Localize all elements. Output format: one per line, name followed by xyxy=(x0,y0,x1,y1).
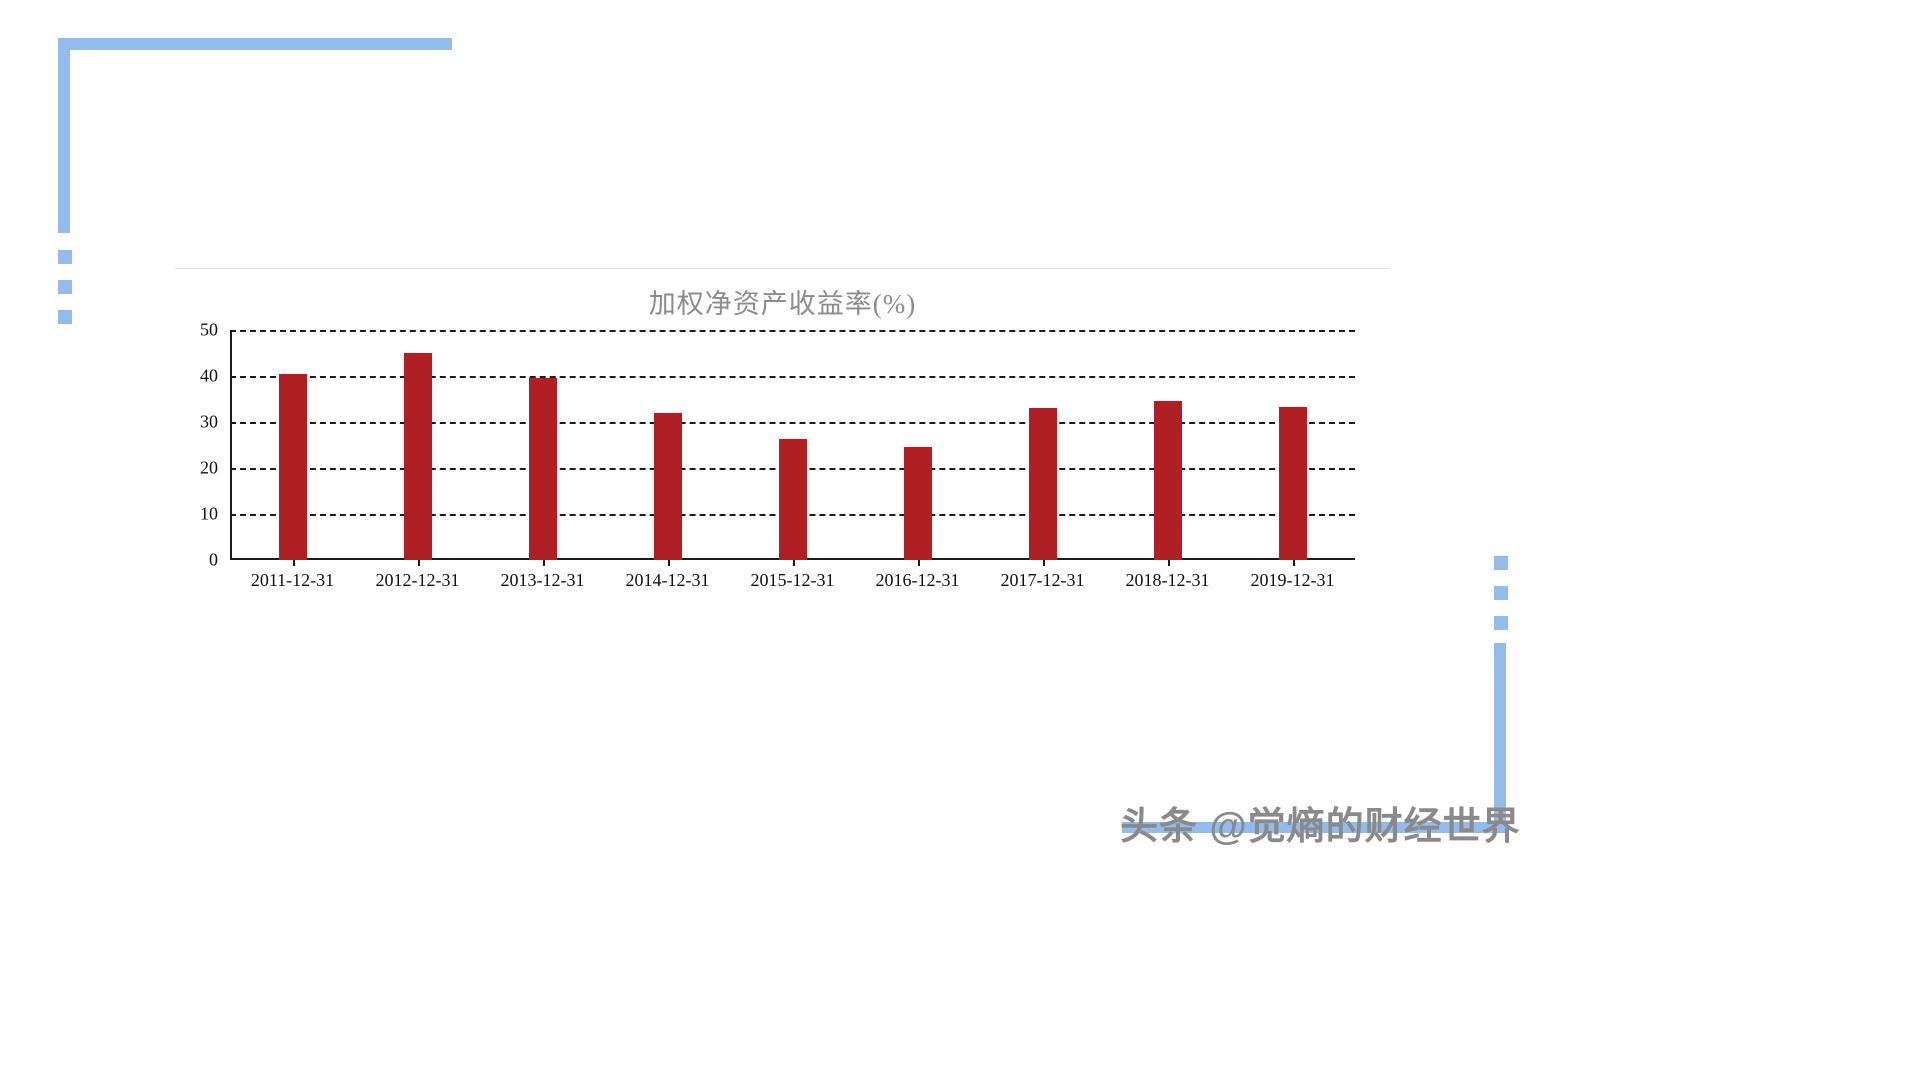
y-tick-label: 20 xyxy=(200,457,218,478)
decor-square xyxy=(1494,556,1508,570)
x-tick-mark xyxy=(917,560,920,566)
bar-2018-12-31 xyxy=(1153,401,1182,560)
y-tick-label: 10 xyxy=(200,503,218,524)
y-tick-label: 50 xyxy=(200,319,218,340)
y-tick-label: 0 xyxy=(209,549,218,570)
decor-top-left-horizontal-bar xyxy=(58,38,452,50)
x-tick-mark xyxy=(292,560,295,566)
x-tick-label: 2016-12-31 xyxy=(875,570,960,590)
y-axis-line xyxy=(230,330,232,560)
x-tick-label: 2011-12-31 xyxy=(250,570,335,590)
plot-area: 0 10 20 30 40 50 2011-12-31 2012-12-31 2013-12-3… xyxy=(200,320,1355,590)
gridline-y40 xyxy=(230,376,1355,378)
x-tick-label: 2015-12-31 xyxy=(750,570,835,590)
decor-square xyxy=(1494,616,1508,630)
decor-bottom-right-vertical-bar xyxy=(1494,643,1506,833)
decor-square xyxy=(58,280,72,294)
bar-2017-12-31 xyxy=(1028,408,1057,560)
x-tick-label: 2014-12-31 xyxy=(625,570,710,590)
x-tick-mark xyxy=(1292,560,1295,566)
bar-2015-12-31 xyxy=(778,439,807,560)
x-tick-mark xyxy=(667,560,670,566)
x-tick-label: 2019-12-31 xyxy=(1250,570,1335,590)
x-tick-label: 2017-12-31 xyxy=(1000,570,1085,590)
watermark-text: 头条 @觉熵的财经世界 xyxy=(1120,806,1521,848)
x-tick-mark xyxy=(417,560,420,566)
watermark: 头条 @觉熵的财经世界 xyxy=(1120,804,1580,850)
x-tick-mark xyxy=(542,560,545,566)
decor-top-left-vertical-bar xyxy=(58,38,70,233)
bar-2019-12-31 xyxy=(1278,407,1307,560)
x-tick-mark xyxy=(792,560,795,566)
bar-2014-12-31 xyxy=(653,412,682,560)
bar-2013-12-31 xyxy=(528,378,557,560)
decor-bottom-right-horizontal-bar xyxy=(1122,822,1506,833)
decor-square xyxy=(58,310,72,324)
bar-2012-12-31 xyxy=(403,353,432,560)
x-tick-label: 2013-12-31 xyxy=(500,570,585,590)
decor-square xyxy=(1494,586,1508,600)
roe-bar-chart: 加权净资产收益率(%) 0 10 20 30 40 50 2011-12-31 2012-12… xyxy=(175,268,1390,608)
gridline-y50 xyxy=(230,330,1355,332)
x-tick-label: 2012-12-31 xyxy=(375,570,460,590)
x-tick-label: 2018-12-31 xyxy=(1125,570,1210,590)
bar-2011-12-31 xyxy=(278,373,307,560)
panel-divider-line xyxy=(175,268,1390,269)
y-tick-label: 30 xyxy=(200,411,218,432)
y-tick-label: 40 xyxy=(200,365,218,386)
chart-title: 加权净资产收益率(%) xyxy=(648,289,917,319)
x-tick-mark xyxy=(1042,560,1045,566)
decor-square xyxy=(58,250,72,264)
x-tick-mark xyxy=(1167,560,1170,566)
gridline-y30 xyxy=(230,422,1355,424)
bar-2016-12-31 xyxy=(903,447,932,560)
